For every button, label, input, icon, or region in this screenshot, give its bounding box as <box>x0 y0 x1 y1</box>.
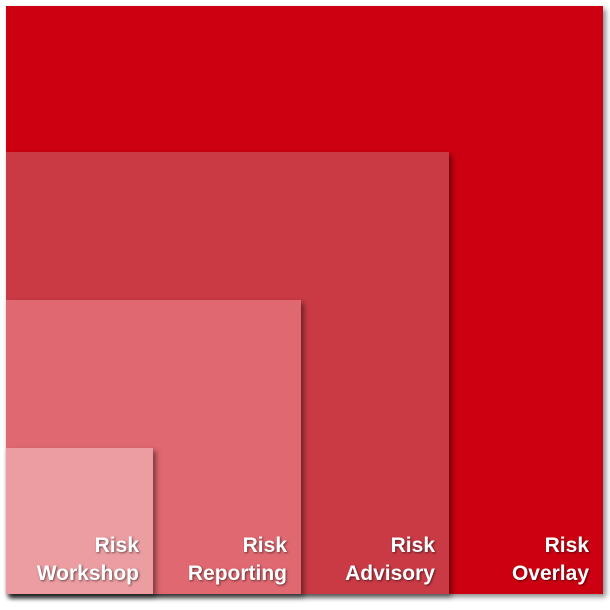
risk-workshop-label-line2: Workshop <box>36 562 139 585</box>
risk-advisory-label-line1: Risk <box>390 534 435 557</box>
risk-workshop-label: Risk Workshop <box>37 532 139 588</box>
risk-overlay-label-line1: Risk <box>544 534 589 557</box>
risk-advisory-label-line2: Advisory <box>345 562 435 585</box>
risk-advisory-label: Risk Advisory <box>345 532 435 588</box>
risk-reporting-label: Risk Reporting <box>188 532 287 588</box>
risk-overlay-label: Risk Overlay <box>512 532 589 588</box>
risk-overlay-label-line2: Overlay <box>511 562 589 585</box>
risk-workshop-label-line1: Risk <box>94 534 139 557</box>
risk-reporting-label-line1: Risk <box>242 534 287 557</box>
risk-reporting-label-line2: Reporting <box>187 562 287 585</box>
risk-workshop-square: Risk Workshop <box>6 448 153 594</box>
